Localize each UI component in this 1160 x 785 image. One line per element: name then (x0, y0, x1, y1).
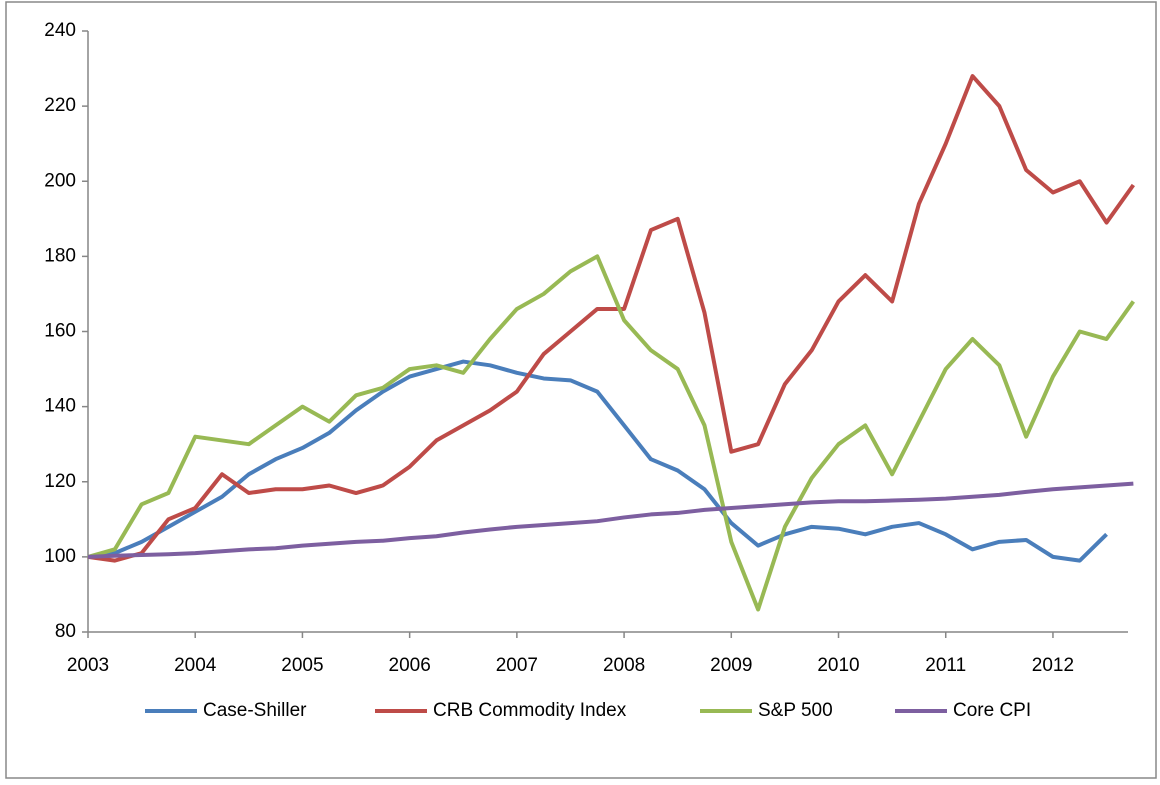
legend-label: CRB Commodity Index (433, 700, 627, 721)
y-tick-label: 140 (44, 396, 76, 417)
x-tick-label: 2007 (496, 655, 538, 676)
x-tick-label: 2009 (710, 655, 752, 676)
x-tick-label: 2006 (389, 655, 431, 676)
x-tick-label: 2011 (925, 655, 966, 676)
legend-label: Core CPI (953, 700, 1031, 721)
x-tick-label: 2012 (1032, 655, 1074, 676)
legend-label: Case-Shiller (203, 700, 307, 721)
x-tick-label: 2005 (281, 655, 323, 676)
y-tick-label: 120 (44, 471, 76, 492)
y-tick-label: 180 (44, 245, 76, 266)
y-tick-label: 80 (55, 621, 76, 642)
x-tick-label: 2010 (817, 655, 859, 676)
series-line (87, 254, 1135, 612)
y-tick-label: 200 (44, 170, 76, 191)
series-line (87, 74, 1135, 563)
y-tick-label: 100 (44, 546, 76, 567)
legend-label: S&P 500 (758, 700, 833, 721)
series-line (87, 359, 1108, 563)
chart-frame (5, 1, 1157, 779)
x-tick-label: 2003 (67, 655, 109, 676)
y-tick-label: 240 (44, 20, 76, 41)
series-line (87, 481, 1134, 559)
y-tick-label: 220 (44, 95, 76, 116)
x-tick-label: 2008 (603, 655, 645, 676)
x-tick-label: 2004 (174, 655, 217, 676)
y-tick-label: 160 (44, 321, 76, 342)
